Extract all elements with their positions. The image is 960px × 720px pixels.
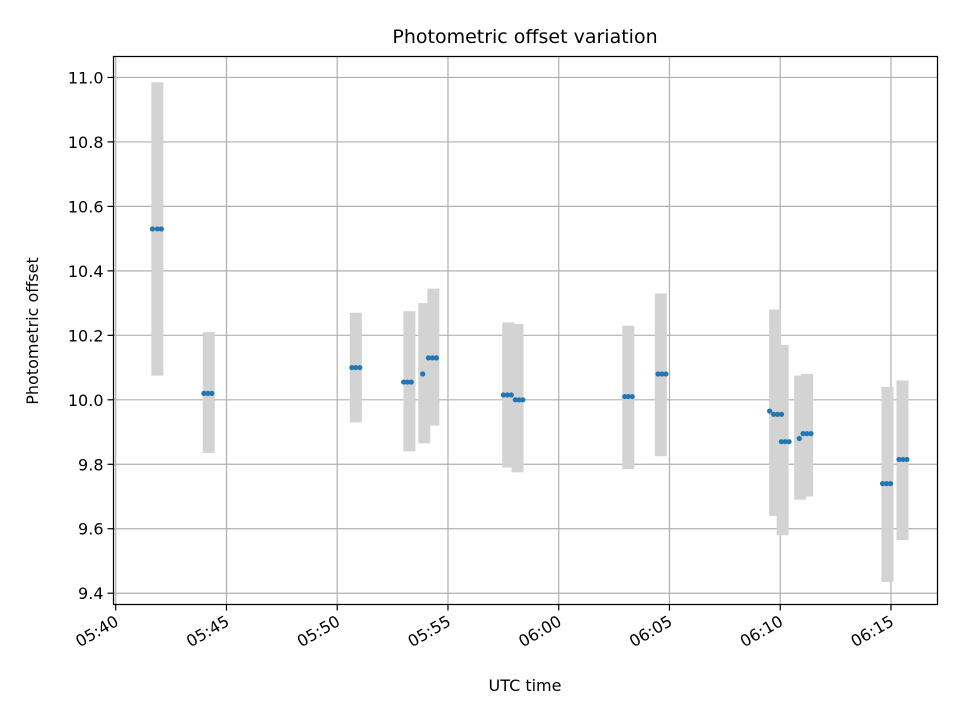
x-axis-label: UTC time (489, 676, 562, 695)
data-point (408, 379, 414, 385)
data-point (349, 364, 355, 371)
data-point (420, 371, 426, 377)
data-point (429, 355, 436, 361)
data-point (353, 364, 359, 371)
data-point (659, 371, 665, 377)
data-point (357, 364, 363, 371)
data-point (508, 392, 514, 398)
data-point (209, 390, 215, 396)
data-point (900, 456, 906, 463)
y-tick-label: 11.0 (68, 68, 104, 87)
data-point (778, 439, 784, 445)
data-point (425, 355, 432, 361)
data-point (879, 481, 886, 487)
data-point (800, 431, 806, 437)
data-point (786, 439, 792, 445)
y-axis: 9.4 9.6 9.8 10.0 10.2 10.4 10.6 10.8 11.0 (68, 68, 114, 603)
data-point (766, 408, 773, 414)
plot-frame (112, 55, 939, 606)
y-tick-label: 10.2 (68, 326, 104, 345)
y-tick-label: 10.4 (68, 262, 104, 281)
y-tick-label: 9.4 (78, 584, 103, 603)
grid (113, 56, 938, 605)
data-point (629, 393, 635, 400)
chart-title: Photometric offset variation (392, 26, 657, 48)
data-point (205, 390, 211, 396)
data-point (804, 431, 810, 437)
data-point (520, 397, 526, 403)
data-point (778, 411, 785, 417)
y-tick-label: 10.6 (68, 197, 104, 216)
data-point (201, 390, 207, 396)
data-point (796, 435, 802, 442)
data-point (404, 379, 411, 385)
data-point (516, 397, 522, 403)
data-point (808, 431, 814, 437)
data-points (149, 226, 910, 487)
data-point (663, 371, 669, 377)
data-point (500, 392, 506, 398)
data-point (158, 226, 164, 232)
data-point (504, 392, 510, 398)
data-point (782, 439, 788, 445)
data-point (154, 226, 160, 232)
data-point (904, 456, 910, 463)
y-tick-label: 10.0 (68, 391, 104, 410)
y-axis-label: Photometric offset (23, 257, 42, 405)
data-point (887, 481, 894, 487)
y-tick-label: 9.8 (78, 455, 103, 474)
data-point (433, 355, 440, 361)
data-point (883, 481, 890, 487)
data-point (149, 226, 156, 232)
data-point (770, 411, 777, 417)
y-tick-label: 10.8 (68, 133, 104, 152)
data-point (774, 411, 781, 417)
y-tick-label: 9.6 (78, 520, 103, 539)
data-point (512, 397, 518, 403)
data-point (401, 379, 407, 385)
data-point (625, 393, 631, 400)
data-point (896, 456, 902, 463)
data-point (655, 371, 661, 377)
